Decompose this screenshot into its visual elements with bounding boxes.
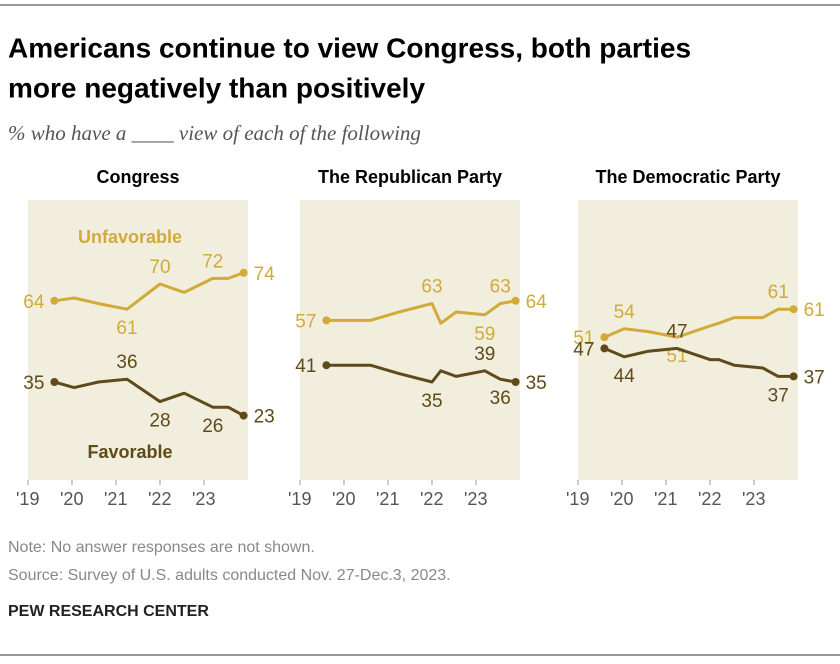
x-tick-label: '19 <box>16 489 39 509</box>
line <box>53 377 245 417</box>
value-label: 39 <box>474 344 495 365</box>
x-tick-label: '23 <box>742 489 765 509</box>
value-label: 51 <box>573 328 594 349</box>
line <box>603 346 794 378</box>
subtitle: % who have a ____ view of each of the fo… <box>8 121 421 145</box>
end-dot <box>50 296 59 305</box>
end-dot <box>789 305 798 314</box>
value-label: 64 <box>23 292 45 313</box>
plot-background <box>28 200 248 480</box>
value-label: 47 <box>666 321 687 342</box>
x-tick-label: '21 <box>376 489 399 509</box>
value-label: 23 <box>254 407 275 428</box>
value-label: 70 <box>149 257 170 278</box>
end-dot <box>239 268 248 277</box>
chart-title: more negatively than positively <box>8 72 425 103</box>
line <box>54 271 245 311</box>
x-tick-label: '22 <box>148 489 171 509</box>
note: Note: No answer responses are not shown. <box>8 539 315 556</box>
value-label: 37 <box>804 367 825 388</box>
value-label: 63 <box>421 277 442 298</box>
end-dot <box>322 316 331 325</box>
value-label: 59 <box>474 324 495 345</box>
x-tick-label: '23 <box>464 489 487 509</box>
x-tick-label: '22 <box>698 489 721 509</box>
value-label: 61 <box>768 282 789 303</box>
panel-title: Congress <box>96 167 179 187</box>
x-tick-label: '20 <box>332 489 355 509</box>
line <box>326 363 516 384</box>
value-label: 57 <box>295 311 316 332</box>
x-tick-label: '20 <box>610 489 633 509</box>
x-tick-label: '21 <box>104 489 127 509</box>
value-label: 35 <box>23 373 44 394</box>
value-label: 37 <box>768 385 789 406</box>
panel-title: The Democratic Party <box>595 167 780 187</box>
plot-background <box>578 200 798 480</box>
value-label: 64 <box>526 292 548 313</box>
x-tick-label: '20 <box>60 489 83 509</box>
end-dot <box>511 378 520 386</box>
x-tick-label: '23 <box>192 489 215 509</box>
chart-title: Americans continue to view Congress, bot… <box>8 32 691 63</box>
series-label: Favorable <box>87 442 172 462</box>
value-label: 35 <box>526 373 547 394</box>
end-dot <box>789 372 798 381</box>
value-label: 36 <box>490 388 511 409</box>
source: Source: Survey of U.S. adults conducted … <box>8 567 451 584</box>
end-dot <box>511 296 520 305</box>
x-tick-label: '21 <box>654 489 677 509</box>
footer: PEW RESEARCH CENTER <box>8 603 209 620</box>
value-label: 61 <box>804 300 825 321</box>
plot-background <box>300 200 520 480</box>
value-label: 28 <box>149 411 170 432</box>
x-tick-label: '19 <box>566 489 589 509</box>
end-dot <box>239 411 248 420</box>
line <box>603 307 794 339</box>
end-dot <box>600 344 609 353</box>
value-label: 63 <box>490 277 511 298</box>
panel-title: The Republican Party <box>318 167 502 187</box>
value-label: 47 <box>573 339 594 360</box>
value-label: 26 <box>202 416 223 437</box>
x-tick-label: '19 <box>288 489 311 509</box>
value-label: 72 <box>202 251 223 272</box>
end-dot <box>322 361 331 370</box>
value-label: 44 <box>614 366 636 387</box>
x-tick-label: '22 <box>420 489 443 509</box>
end-dot <box>600 333 609 342</box>
series-label: Unfavorable <box>78 227 182 247</box>
value-label: 54 <box>614 302 636 323</box>
value-label: 61 <box>116 318 137 339</box>
value-label: 36 <box>116 352 137 373</box>
value-label: 74 <box>254 264 276 285</box>
value-label: 41 <box>295 356 316 377</box>
line <box>326 299 516 325</box>
value-label: 35 <box>421 391 442 412</box>
end-dot <box>50 378 59 386</box>
